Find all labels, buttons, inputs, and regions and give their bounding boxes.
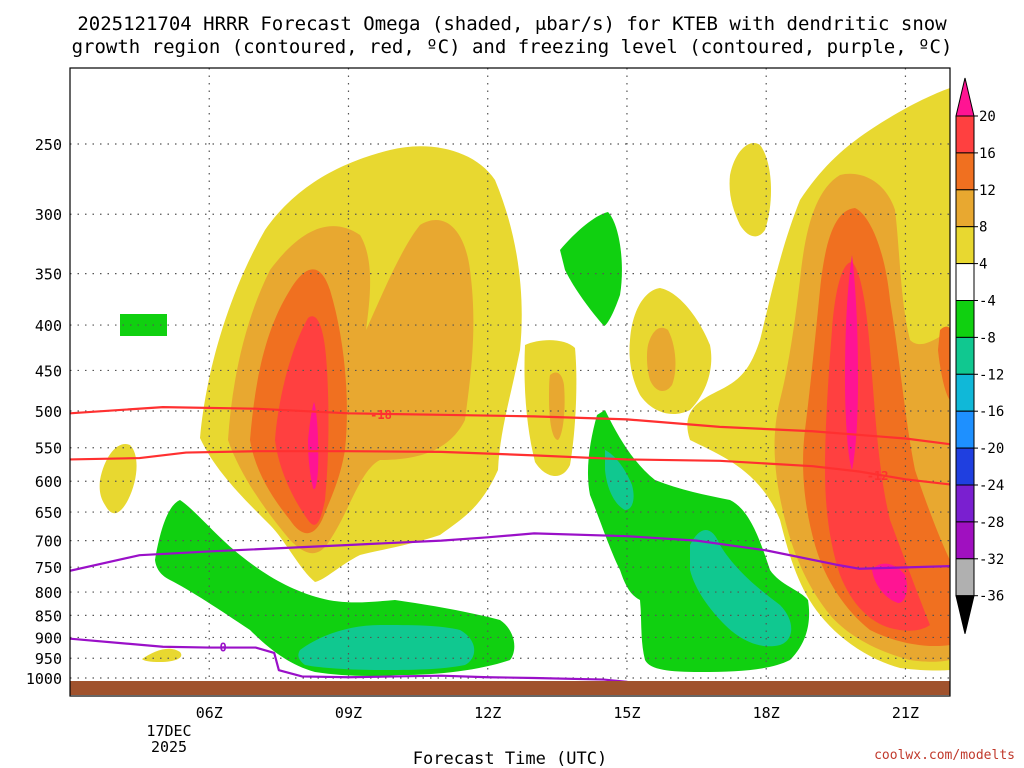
contour-label: -18 [370,408,392,422]
omega-shading [99,88,950,676]
y-tick-label: 1000 [26,670,62,688]
x-tick-label: 12Z [474,704,501,722]
y-tick-label: 550 [35,440,62,458]
x-gridlines [208,68,907,680]
x-date-label-day: 17DEC [146,722,191,740]
colorbar-box [955,521,975,560]
contour-lines: -18 -12 0 [70,406,950,688]
y-tick-label: 950 [35,650,62,668]
shade-orange-center-right [646,327,676,392]
colorbar-box [955,300,975,338]
shade-yellow-bottom-small [142,648,182,662]
colorbar-label: 16 [979,146,996,162]
colorbar: 20 16 12 8 4 -4 -8 -12 -16 -20 -24 -28 -32 -36 [955,77,1004,634]
x-tick-label: 09Z [335,704,362,722]
x-tick-label: 15Z [613,704,640,722]
y-tick-label: 750 [35,559,62,577]
x-tick-label: 18Z [753,704,780,722]
x-date-label-year: 2025 [151,738,187,756]
colorbar-box [955,447,975,486]
x-tick-label: 06Z [196,704,223,722]
colorbar-box [955,558,975,597]
shade-teal-right-2 [690,530,792,647]
shade-green-left-box [120,314,167,336]
y-tick-label: 450 [35,362,62,380]
colorbar-label: -32 [979,552,1004,568]
contour-freezing-level-lower [70,637,629,688]
contour-label: -12 [867,469,889,483]
x-axis-ticks: 06Z 09Z 12Z 15Z 18Z 21Z [196,704,919,722]
y-tick-label: 500 [35,403,62,421]
colorbar-top-triangle [955,77,975,117]
colorbar-label: -4 [979,294,996,310]
colorbar-label: -8 [979,330,996,346]
ground-surface [70,681,950,695]
colorbar-label: 12 [979,183,996,199]
contour-dgz-lower [70,450,950,486]
plot-frame [69,67,951,697]
colorbar-box [955,336,975,375]
y-tick-label: 300 [35,206,62,224]
x-tick-label: 21Z [892,704,919,722]
shade-late-pink-upper [845,255,858,470]
shade-late-pink-lower [872,563,908,603]
colorbar-label: 8 [979,220,987,236]
shade-late-orange-2 [938,326,950,400]
colorbar-box [955,484,975,523]
colorbar-box [955,410,975,449]
shade-teal-right-1 [605,450,634,510]
contour-freezing-level-upper [70,532,950,572]
chart-title-line-1: 2025121704 HRRR Forecast Omega (shaded, … [77,13,947,35]
shade-yellow-left-blob [99,444,137,514]
colorbar-label: -28 [979,515,1004,531]
y-tick-label: 400 [35,317,62,335]
colorbar-label: 20 [979,109,996,125]
shade-yellow-top-blob [729,143,772,237]
colorbar-box [955,189,975,228]
y-tick-label: 250 [35,136,62,154]
colorbar-box [955,226,975,265]
shade-green-top-mid [560,212,622,326]
y-tick-label: 800 [35,584,62,602]
shade-orange-mid-blob [549,372,565,440]
colorbar-box [955,152,975,191]
contour-dgz-upper [70,406,950,446]
colorbar-box [955,263,975,302]
colorbar-label: -12 [979,367,1004,383]
x-axis-title: Forecast Time (UTC) [413,749,607,768]
chart-title-line-2: growth region (contoured, red, ºC) and f… [72,36,953,58]
y-tick-label: 900 [35,629,62,647]
y-tick-label: 850 [35,607,62,625]
y-tick-label: 350 [35,266,62,284]
y-axis-ticks: 250 300 350 400 450 500 550 600 650 700 750 800 850 9… [26,136,62,688]
y-tick-label: 700 [35,533,62,551]
shade-early-pink [308,402,319,490]
colorbar-label: -16 [979,404,1004,420]
colorbar-label: -36 [979,589,1004,605]
colorbar-bottom-triangle [955,595,975,634]
y-tick-label: 600 [35,473,62,491]
credit-text: coolwx.com/modelts [874,748,1015,763]
colorbar-label: -20 [979,441,1004,457]
colorbar-box [955,373,975,412]
colorbar-label: -24 [979,478,1004,494]
contour-label: 0 [220,641,227,655]
colorbar-label: 4 [979,257,987,273]
colorbar-box [955,115,975,154]
y-tick-label: 650 [35,504,62,522]
